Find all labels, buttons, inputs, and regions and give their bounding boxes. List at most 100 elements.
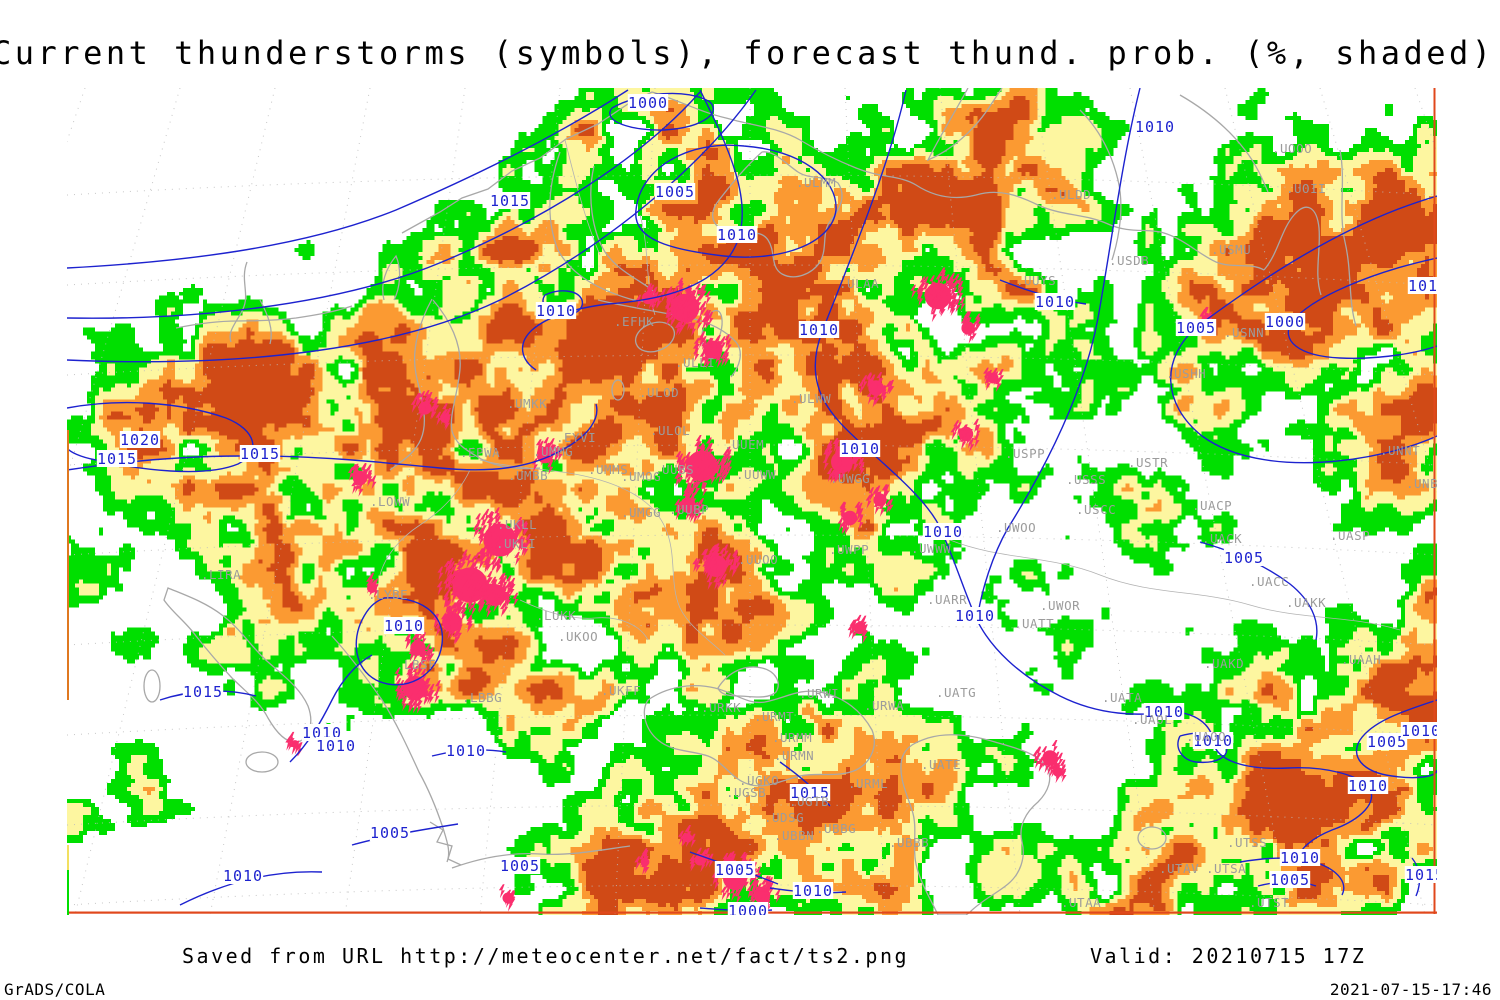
svg-text:1005: 1005 [1176, 319, 1216, 337]
isobar-label: 1010 [1279, 849, 1321, 867]
station-id-label: .UATT [1014, 616, 1054, 631]
station-id-label: .UDSG [764, 810, 804, 825]
svg-text:1000: 1000 [628, 94, 668, 112]
isobar-label: 1010 [301, 724, 343, 742]
station-id-label: .UKOO [558, 629, 598, 644]
station-id-label: .UWPP [829, 542, 869, 557]
station-id-label: .USSS [1066, 472, 1106, 487]
station-id-label: .USDB [1109, 253, 1149, 268]
isobar-label: 1005 [1366, 733, 1408, 751]
station-id-label: .USNN [1224, 325, 1264, 340]
svg-text:1010: 1010 [316, 737, 356, 755]
isobar-label: 1000 [627, 94, 669, 112]
station-id-label: .URML [848, 776, 888, 791]
station-id-label: .UNBB [1406, 476, 1446, 491]
station-id-label: .UBBN [774, 828, 814, 843]
isobar-label: 1010 [1143, 703, 1185, 721]
svg-text:1005: 1005 [715, 861, 755, 879]
svg-text:1010: 1010 [536, 302, 576, 320]
station-id-label: .URWA [864, 698, 904, 713]
station-id-label: .UASP [1330, 528, 1370, 543]
station-id-label: .UTST [1249, 895, 1289, 910]
station-id-label: .UACP [1192, 498, 1232, 513]
svg-text:1010: 1010 [1193, 732, 1233, 750]
station-id-label: .UUOO [738, 552, 778, 567]
svg-text:1010: 1010 [1408, 277, 1448, 295]
isobar-label: 1010 [798, 321, 840, 339]
isobar-label: 1015 [239, 445, 281, 463]
station-id-label: .ULOD [639, 385, 679, 400]
station-id-label: .UUYS [1016, 273, 1056, 288]
render-timestamp: 2021-07-15-17:46 [1329, 980, 1492, 999]
station-id-label: .LOWW [370, 494, 410, 509]
station-id-label: .URMT [754, 709, 794, 724]
station-id-label: .UTSA [1206, 861, 1246, 876]
svg-text:1015: 1015 [240, 445, 280, 463]
station-id-label: .UWOR [1040, 598, 1080, 613]
station-id-label: .UNNT [1380, 443, 1420, 458]
station-id-label: .ULDD [1051, 187, 1091, 202]
station-id-label: .URWI [799, 686, 839, 701]
svg-text:1005: 1005 [370, 824, 410, 842]
station-id-label: .UATA [1102, 690, 1142, 705]
station-id-label: .ULMM [796, 175, 836, 190]
isobar-label: 1015 [182, 683, 224, 701]
isobar-label: 1010 [445, 742, 487, 760]
svg-text:1010: 1010 [1135, 118, 1175, 136]
isobar-label: 1005 [369, 824, 411, 842]
station-id-label: .EFHK [614, 314, 654, 329]
svg-text:1015: 1015 [490, 192, 530, 210]
station-id-label: .EPWA [460, 445, 500, 460]
station-id-label: .UAAH [1341, 652, 1381, 667]
station-id-label: .UGTB [789, 794, 829, 809]
svg-text:1010: 1010 [1401, 722, 1441, 740]
station-id-label: .LBBG [462, 690, 502, 705]
svg-text:1015: 1015 [1405, 866, 1445, 884]
station-id-label: .ULLI [675, 355, 715, 370]
station-id-label: .URMM [772, 730, 812, 745]
svg-text:1005: 1005 [1224, 549, 1264, 567]
station-id-label: .ULAA [839, 276, 879, 291]
station-id-label: .UUBS [654, 462, 694, 477]
station-id-label: .USPP [1005, 446, 1045, 461]
station-id-label: .UTAV [1159, 861, 1199, 876]
station-id-label: .UGKO [739, 773, 779, 788]
station-id-label: .USTR [1128, 455, 1168, 470]
isobar-label: 1005 [499, 857, 541, 875]
station-id-label: .UACC [1249, 574, 1289, 589]
isobar-label: 1010 [1347, 777, 1389, 795]
isobar-label: 1015 [96, 450, 138, 468]
station-id-label: .UAKK [1286, 595, 1326, 610]
station-id-label: .UUEM [724, 437, 764, 452]
station-id-label: .UKLI [496, 536, 536, 551]
isobar-label: 1020 [119, 431, 161, 449]
station-id-label: .LYBE [368, 587, 408, 602]
isobar-label: 1010 [535, 302, 577, 320]
valid-time-text: Valid: 20210715 17Z [1090, 944, 1367, 968]
footer-line: Saved from URL http://meteocenter.net/fa… [0, 944, 1500, 968]
isobar-label: 1010 [1407, 277, 1448, 295]
station-id-label: .UMBB [508, 468, 548, 483]
svg-text:1010: 1010 [1035, 293, 1075, 311]
isobar-label: 1005 [714, 861, 756, 879]
station-id-label: .URMN [774, 748, 814, 763]
station-id-label: .UUWW [736, 467, 776, 482]
station-id-label: .UTAA [1061, 895, 1101, 910]
svg-text:1005: 1005 [500, 857, 540, 875]
svg-text:1010: 1010 [955, 607, 995, 625]
isobar-label: 1010 [954, 607, 996, 625]
station-id-label: .UATG [936, 685, 976, 700]
svg-text:1010: 1010 [799, 321, 839, 339]
station-id-label: .UAOO [1186, 729, 1226, 744]
station-id-label: .USCC [1076, 502, 1116, 517]
svg-text:1020: 1020 [120, 431, 160, 449]
svg-text:1015: 1015 [97, 450, 137, 468]
svg-text:1005: 1005 [1367, 733, 1407, 751]
station-id-label: .UMOG [621, 469, 661, 484]
isobar-label: 1010 [1400, 722, 1441, 740]
station-id-label: .UMGG [621, 505, 661, 520]
station-id-label: .UARR [927, 592, 967, 607]
svg-text:1005: 1005 [655, 183, 695, 201]
station-id-label: .EYVI [556, 430, 596, 445]
station-id-label: .USMU [1211, 242, 1251, 257]
